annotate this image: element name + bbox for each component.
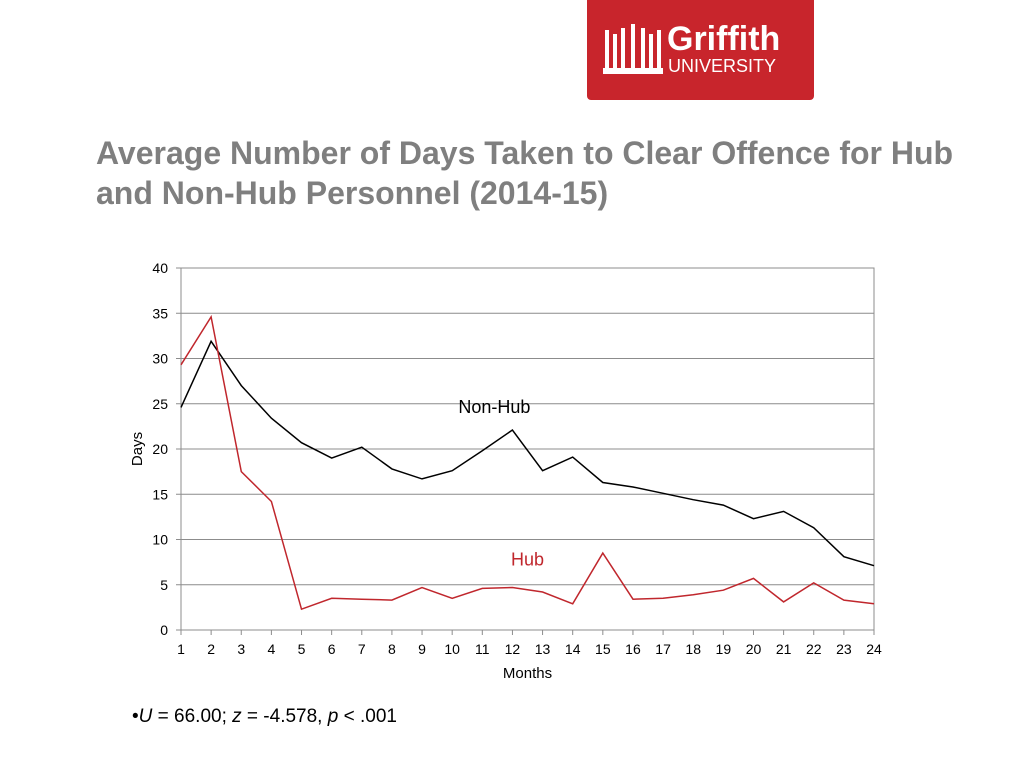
x-tick-label: 4 xyxy=(267,641,275,657)
x-tick-label: 9 xyxy=(418,641,426,657)
x-tick-label: 21 xyxy=(776,641,792,657)
z-symbol: z xyxy=(232,706,242,727)
x-tick-label: 8 xyxy=(388,641,396,657)
y-tick-label: 35 xyxy=(152,305,168,321)
y-tick-label: 15 xyxy=(152,486,168,502)
x-tick-label: 20 xyxy=(746,641,762,657)
x-tick-label: 14 xyxy=(565,641,581,657)
bullet: • xyxy=(132,706,139,727)
x-tick-label: 1 xyxy=(177,641,185,657)
z-value: = -4.578, xyxy=(241,706,328,727)
logo-sub: UNIVERSITY xyxy=(668,56,777,76)
y-axis-title: Days xyxy=(129,432,146,466)
p-value: < .001 xyxy=(338,706,397,727)
x-tick-label: 17 xyxy=(655,641,671,657)
series-line-hub xyxy=(180,314,875,611)
x-tick-label: 6 xyxy=(328,641,336,657)
logo-name: Griffith xyxy=(667,20,781,58)
x-tick-label: 2 xyxy=(207,641,215,657)
x-tick-label: 23 xyxy=(836,641,852,657)
y-tick-label: 5 xyxy=(160,577,168,593)
x-tick-label: 22 xyxy=(806,641,822,657)
statistic-text: •U = 66.00; z = -4.578, p < .001 xyxy=(132,706,397,728)
x-tick-label: 15 xyxy=(595,641,611,657)
x-axis-title: Months xyxy=(503,665,552,682)
series-line-non-hub xyxy=(180,339,875,567)
y-tick-label: 25 xyxy=(152,396,168,412)
griffith-emblem-icon xyxy=(603,24,663,74)
series-label-hub: Hub xyxy=(511,550,544,570)
x-tick-label: 7 xyxy=(358,641,366,657)
griffith-logo: Griffith UNIVERSITY xyxy=(587,0,814,100)
y-tick-label: 10 xyxy=(152,532,168,548)
page-title: Average Number of Days Taken to Clear Of… xyxy=(96,135,954,211)
x-tick-label: 19 xyxy=(716,641,732,657)
x-tick-label: 18 xyxy=(685,641,701,657)
y-tick-label: 20 xyxy=(152,441,168,457)
u-symbol: U xyxy=(138,706,153,727)
x-tick-label: 10 xyxy=(444,641,460,657)
x-tick-label: 3 xyxy=(237,641,245,657)
x-tick-label: 13 xyxy=(535,641,551,657)
x-tick-label: 11 xyxy=(475,641,490,657)
series-label-non-hub: Non-Hub xyxy=(458,397,530,417)
u-value: = 66.00; xyxy=(152,706,233,727)
y-tick-label: 30 xyxy=(152,351,168,367)
x-tick-label: 24 xyxy=(866,641,882,657)
x-tick-label: 16 xyxy=(625,641,641,657)
y-tick-label: 40 xyxy=(152,260,168,276)
y-tick-label: 0 xyxy=(160,622,168,638)
x-tick-label: 12 xyxy=(505,641,521,657)
x-tick-label: 5 xyxy=(298,641,306,657)
p-symbol: p xyxy=(327,706,339,727)
